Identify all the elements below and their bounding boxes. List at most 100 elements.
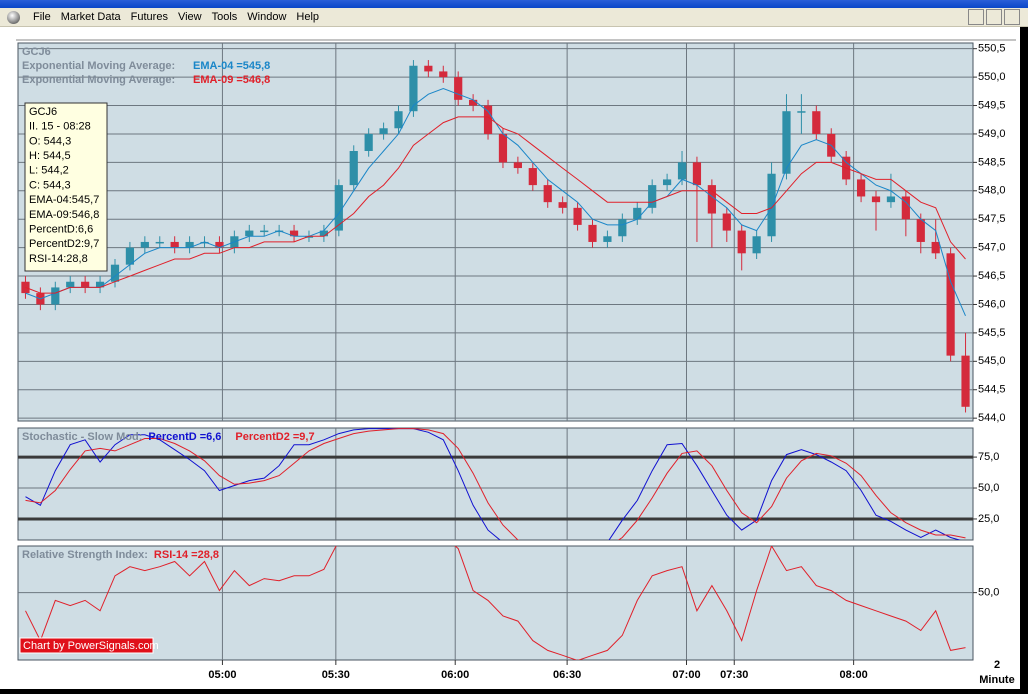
legend-name: PercentD bbox=[148, 431, 196, 443]
candle-body bbox=[125, 247, 135, 265]
menu-item[interactable]: Futures bbox=[130, 11, 168, 23]
y-tick-label: 544,0 bbox=[978, 412, 1006, 424]
x-unit: 2 bbox=[994, 659, 1000, 671]
plot-area bbox=[18, 546, 973, 660]
candle-body bbox=[319, 230, 329, 237]
legend-value: =28,8 bbox=[191, 549, 219, 561]
bottom-border bbox=[0, 689, 1028, 694]
title-bar bbox=[0, 0, 1028, 8]
x-unit: Minute bbox=[979, 674, 1014, 686]
candle-body bbox=[662, 179, 672, 186]
candle-body bbox=[573, 207, 582, 225]
close-button[interactable] bbox=[1004, 9, 1020, 25]
credit[interactable]: Chart by PowerSignals.com bbox=[23, 640, 159, 652]
y-tick-label: 550,5 bbox=[978, 43, 1006, 55]
candle-body bbox=[543, 185, 552, 203]
tooltip-line: O: 544,3 bbox=[29, 135, 71, 147]
candle-body bbox=[454, 77, 463, 100]
candle-body bbox=[588, 224, 597, 242]
candle-body bbox=[185, 241, 194, 248]
y-tick-label: 549,0 bbox=[978, 128, 1006, 140]
candle-body bbox=[931, 241, 940, 254]
candle-body bbox=[275, 230, 284, 233]
candle-body bbox=[886, 196, 896, 203]
panel bbox=[17, 545, 974, 661]
candle-body bbox=[513, 162, 522, 169]
candle-body bbox=[618, 219, 627, 237]
candle-body bbox=[334, 185, 343, 231]
legend-name: RSI-14 bbox=[154, 549, 189, 561]
tooltip-line: EMA-09:546,8 bbox=[29, 209, 99, 221]
minimize-button[interactable] bbox=[968, 9, 984, 25]
candle-body bbox=[901, 196, 910, 220]
x-tick-label: 06:00 bbox=[441, 669, 469, 681]
candle-body bbox=[916, 219, 925, 242]
menu-item[interactable]: Help bbox=[296, 11, 320, 23]
panel-title: GCJ6 bbox=[22, 46, 51, 58]
candle-body bbox=[140, 241, 149, 248]
y-tick-label: 547,0 bbox=[978, 242, 1006, 254]
candle-body bbox=[349, 151, 358, 186]
x-tick-label: 05:30 bbox=[322, 669, 350, 681]
line-series bbox=[25, 428, 962, 540]
candle-body bbox=[648, 185, 657, 208]
candle-body bbox=[677, 162, 687, 180]
menu-item[interactable]: File bbox=[33, 11, 51, 23]
x-tick-label: 08:00 bbox=[840, 669, 868, 681]
tooltip-box bbox=[24, 102, 108, 272]
y-tick-label: 550,0 bbox=[978, 71, 1006, 83]
candle-body bbox=[469, 99, 478, 106]
candle-body bbox=[245, 230, 254, 237]
candle-body bbox=[95, 281, 105, 288]
candle-body bbox=[752, 236, 761, 254]
legend-value: =545,8 bbox=[236, 60, 270, 72]
menu-item[interactable]: Window bbox=[247, 11, 287, 23]
y-tick-label: 50,0 bbox=[978, 482, 999, 494]
menu-item[interactable]: Tools bbox=[211, 11, 238, 23]
candle-body bbox=[364, 133, 373, 151]
candle-body bbox=[200, 241, 209, 244]
restore-button[interactable] bbox=[986, 9, 1002, 25]
panel bbox=[17, 42, 974, 422]
candle-body bbox=[946, 253, 955, 356]
y-tick-label: 548,5 bbox=[978, 156, 1006, 168]
x-tick-label: 06:30 bbox=[553, 669, 581, 681]
y-tick-label: 545,5 bbox=[978, 327, 1006, 339]
candle-body bbox=[692, 162, 702, 186]
app-icon[interactable] bbox=[7, 10, 20, 24]
legend-value: =6,6 bbox=[200, 431, 222, 443]
menu-item[interactable]: Market Data bbox=[60, 11, 121, 23]
x-tick-label: 07:00 bbox=[672, 669, 700, 681]
candle-body bbox=[424, 65, 433, 72]
line-series bbox=[25, 546, 966, 660]
candle-body bbox=[409, 65, 418, 112]
candle-body bbox=[66, 281, 75, 288]
tooltip-line: RSI-14:28,8 bbox=[29, 253, 88, 265]
candle-body bbox=[155, 241, 164, 244]
candle-body bbox=[483, 105, 493, 134]
x-tick-label: 05:00 bbox=[208, 669, 236, 681]
candle-body bbox=[707, 185, 716, 214]
y-tick-label: 548,0 bbox=[978, 185, 1006, 197]
candle-body bbox=[439, 71, 448, 78]
candle-body bbox=[170, 241, 179, 248]
legend-name: EMA-04 bbox=[193, 60, 234, 72]
candle-body bbox=[110, 264, 120, 282]
legend-value: =546,8 bbox=[236, 74, 270, 86]
tooltip-line: EMA-04:545,7 bbox=[29, 194, 99, 206]
tooltip-line: PercentD:6,6 bbox=[29, 224, 93, 236]
menu-item[interactable]: View bbox=[177, 11, 202, 23]
tooltip-line: II. 15 - 08:28 bbox=[29, 121, 91, 133]
candle-body bbox=[871, 196, 881, 203]
y-tick-label: 544,5 bbox=[978, 384, 1006, 396]
tooltip-line: GCJ6 bbox=[29, 106, 57, 118]
candle-body bbox=[782, 111, 791, 174]
candle-body bbox=[603, 236, 612, 242]
window-buttons bbox=[968, 9, 1020, 25]
tooltip-line: C: 544,3 bbox=[29, 179, 71, 191]
legend-prefix: Exponential Moving Average: bbox=[22, 60, 175, 72]
y-tick-label: 547,5 bbox=[978, 213, 1006, 225]
tooltip-line: PercentD2:9,7 bbox=[29, 238, 99, 250]
